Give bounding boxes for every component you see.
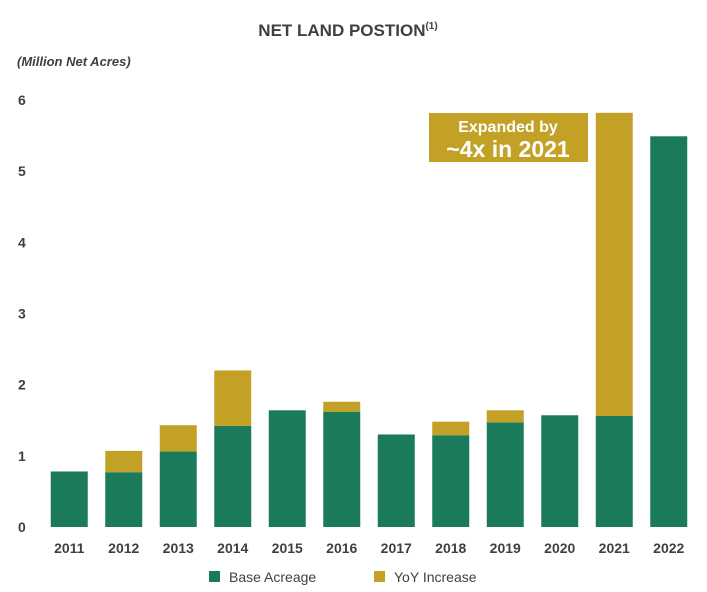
x-tick-label-2019: 2019 [490, 540, 521, 556]
x-tick-label-2017: 2017 [381, 540, 412, 556]
y-tick-label: 1 [18, 448, 26, 464]
x-tick-label-2015: 2015 [272, 540, 303, 556]
bar-yoy-increase-2018 [432, 421, 470, 436]
x-tick-label-2011: 2011 [54, 540, 85, 556]
bar-yoy-increase-2014 [214, 370, 252, 426]
bar-yoy-increase-2013 [159, 425, 197, 452]
callout-annotation: Expanded by ~4x in 2021 [429, 113, 588, 162]
y-tick-label: 6 [18, 92, 26, 108]
y-axis-unit-label: (Million Net Acres) [17, 54, 131, 69]
x-tick-label-2021: 2021 [599, 540, 630, 556]
bar-base-acreage-2021 [595, 415, 633, 527]
bar-base-acreage-2014 [214, 425, 252, 527]
bar-base-acreage-2019 [486, 422, 524, 527]
x-tick-label-2012: 2012 [108, 540, 139, 556]
bar-base-acreage-2013 [159, 451, 197, 527]
bar-yoy-increase-2019 [486, 410, 524, 423]
bar-base-acreage-2017 [377, 434, 415, 527]
legend: Base Acreage YoY Increase [209, 569, 477, 585]
bars-group [50, 112, 688, 528]
bar-base-acreage-2012 [105, 472, 143, 527]
bar-base-acreage-2018 [432, 435, 470, 527]
legend-swatch-yoy-increase [374, 571, 385, 582]
bar-base-acreage-2016 [323, 411, 361, 527]
bar-base-acreage-2022 [650, 136, 688, 528]
legend-label-yoy-increase: YoY Increase [394, 569, 477, 585]
x-tick-label-2018: 2018 [435, 540, 466, 556]
y-axis-ticks: 0 1 2 3 4 5 6 [18, 92, 26, 535]
legend-label-base-acreage: Base Acreage [229, 569, 316, 585]
x-tick-label-2013: 2013 [163, 540, 194, 556]
x-tick-label-2022: 2022 [653, 540, 684, 556]
x-tick-label-2020: 2020 [544, 540, 575, 556]
x-axis-ticks: 2011 2012 2013 2014 2015 2016 2017 2018 2019 2020… [54, 540, 684, 556]
bar-base-acreage-2015 [268, 410, 306, 527]
callout-box [429, 113, 588, 162]
y-tick-label: 5 [18, 163, 26, 179]
chart-title-superscript: (1) [425, 21, 437, 32]
bar-yoy-increase-2012 [105, 450, 143, 473]
callout-line-1: Expanded by [458, 119, 558, 136]
bar-yoy-increase-2016 [323, 401, 361, 412]
x-tick-label-2014: 2014 [217, 540, 248, 556]
x-tick-label-2016: 2016 [326, 540, 357, 556]
bar-yoy-increase-2021 [595, 112, 633, 416]
y-tick-label: 3 [18, 306, 26, 322]
chart-title: NET LAND POSTION(1) [258, 21, 437, 40]
bar-base-acreage-2011 [50, 471, 88, 527]
callout-line-2: ~4x in 2021 [446, 136, 570, 162]
y-tick-label: 2 [18, 377, 26, 393]
legend-swatch-base-acreage [209, 571, 220, 582]
y-tick-label: 4 [18, 234, 26, 250]
bar-base-acreage-2020 [541, 415, 579, 527]
y-tick-label: 0 [18, 519, 26, 535]
